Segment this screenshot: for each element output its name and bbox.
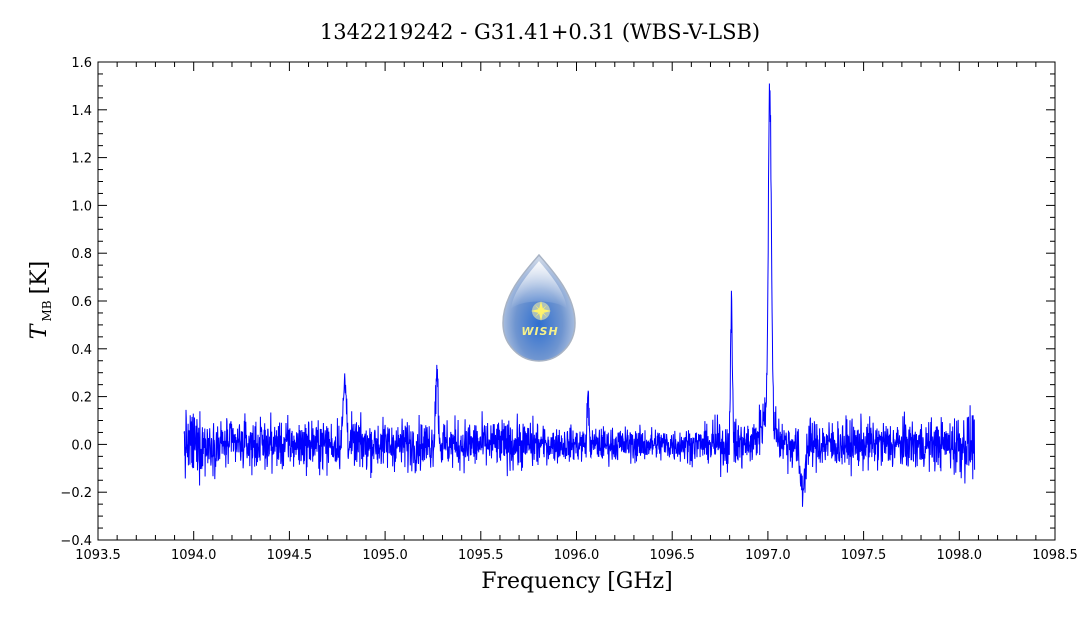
x-tick-label: 1095.0: [362, 548, 408, 563]
x-tick-label: 1098.5: [1032, 548, 1078, 563]
y-tick-label: 1.4: [71, 104, 92, 119]
y-tick-label: −0.2: [60, 486, 92, 501]
x-tick-label: 1095.5: [458, 548, 504, 563]
star-icon: [531, 301, 551, 321]
y-tick-label: 0.6: [71, 295, 92, 310]
y-tick-label: 0.4: [71, 343, 92, 358]
y-tick-label: 1.0: [71, 199, 92, 214]
x-tick-label: 1094.5: [267, 548, 313, 563]
x-tick-label: 1097.5: [841, 548, 887, 563]
x-tick-label: 1096.0: [554, 548, 600, 563]
wish-logo: WISH: [502, 253, 576, 362]
axis-ticks: [97, 61, 1056, 541]
x-tick-label: 1096.5: [649, 548, 695, 563]
y-axis-label-sub: MB: [40, 300, 54, 321]
y-tick-label: 0.8: [71, 247, 92, 262]
svg-text:TMB[K]: TMB [K]: [27, 261, 54, 339]
y-tick-label: 1.6: [71, 56, 92, 71]
y-axis-label-unit: [K]: [27, 261, 52, 295]
y-tick-label: −0.4: [60, 534, 92, 549]
chart-title: 1342219242 - G31.41+0.31 (WBS-V-LSB): [320, 20, 760, 44]
x-tick-label: 1097.0: [745, 548, 791, 563]
x-tick-label: 1093.5: [75, 548, 121, 563]
y-axis-label-main: T: [27, 322, 52, 339]
y-axis-label: TMB [K]: [27, 261, 54, 339]
plot-frame: [97, 61, 1056, 541]
y-tick-label: 0.2: [71, 391, 92, 406]
x-tick-label: 1098.0: [937, 548, 983, 563]
x-tick-label: 1094.0: [171, 548, 217, 563]
y-tick-label: 1.2: [71, 152, 92, 167]
y-tick-label: 0.0: [71, 438, 92, 453]
logo-text: WISH: [521, 325, 558, 338]
x-axis-label: Frequency [GHz]: [481, 569, 673, 594]
series-line: [183, 83, 976, 507]
tick-labels: 1093.5 1094.0 1094.5 1095.0 1095.5 1096.0 1096…: [60, 56, 1077, 563]
